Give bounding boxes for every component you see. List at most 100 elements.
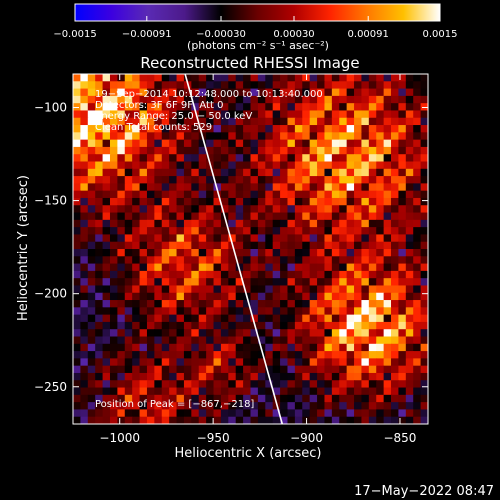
heatmap-cell <box>398 132 407 141</box>
heatmap-cell <box>339 372 348 381</box>
heatmap-cell <box>294 154 303 163</box>
heatmap-cell <box>198 358 207 367</box>
heatmap-cell <box>413 227 422 236</box>
heatmap-cell <box>87 314 96 323</box>
heatmap-cell <box>139 329 148 338</box>
heatmap-cell <box>302 365 311 374</box>
heatmap-cell <box>302 249 311 257</box>
heatmap-cell <box>302 81 311 90</box>
heatmap-cell <box>176 321 185 330</box>
heatmap-cell <box>413 416 422 424</box>
heatmap-cell <box>398 329 407 338</box>
heatmap-cell <box>420 205 428 214</box>
heatmap-cell <box>109 278 118 287</box>
heatmap-cell <box>331 154 340 163</box>
heatmap-cell <box>220 154 229 163</box>
heatmap-cell <box>228 365 237 374</box>
heatmap-cell <box>398 387 407 396</box>
heatmap-cell <box>109 380 118 389</box>
heatmap-cell <box>324 183 333 192</box>
heatmap-cell <box>346 117 355 126</box>
heatmap-cell <box>405 176 414 184</box>
heatmap-cell <box>124 183 133 192</box>
heatmap-cell <box>368 234 377 243</box>
heatmap-cell <box>235 139 244 148</box>
heatmap-cell <box>376 387 385 396</box>
heatmap-cell <box>80 219 89 228</box>
heatmap-cell <box>176 329 185 338</box>
heatmap-cell <box>95 219 104 228</box>
heatmap-cell <box>146 125 155 133</box>
heatmap-cell <box>124 409 133 418</box>
heatmap-cell <box>302 307 311 316</box>
heatmap-cell <box>161 394 170 403</box>
heatmap-cell <box>376 307 385 316</box>
heatmap-cell <box>391 154 400 163</box>
heatmap-cell <box>117 212 126 221</box>
heatmap-cell <box>95 321 104 330</box>
heatmap-cell <box>117 300 126 308</box>
heatmap-cell <box>287 241 296 250</box>
heatmap-cell <box>169 154 178 163</box>
heatmap-cell <box>339 300 348 308</box>
heatmap-cell <box>346 285 355 294</box>
heatmap-cell <box>117 365 126 374</box>
heatmap-cell <box>73 117 81 126</box>
heatmap-cell <box>420 321 428 330</box>
heatmap-cell <box>191 336 200 345</box>
heatmap-cell <box>265 234 274 243</box>
heatmap-cell <box>287 300 296 308</box>
heatmap-cell <box>398 168 407 177</box>
heatmap-cell <box>294 249 303 257</box>
heatmap-cell <box>354 321 363 330</box>
heatmap-cell <box>383 394 392 403</box>
heatmap-cell <box>420 365 428 374</box>
heatmap-cell <box>383 139 392 148</box>
heatmap-cell <box>206 110 215 119</box>
heatmap-cell <box>183 190 192 199</box>
heatmap-cell <box>87 336 96 345</box>
heatmap-cell <box>139 380 148 389</box>
heatmap-cell <box>265 351 274 359</box>
heatmap-cell <box>243 161 252 170</box>
heatmap-cell <box>228 183 237 192</box>
heatmap-cell <box>361 321 370 330</box>
heatmap-cell <box>87 190 96 199</box>
heatmap-cell <box>109 256 118 265</box>
heatmap-cell <box>272 154 281 163</box>
heatmap-cell <box>391 307 400 316</box>
heatmap-cell <box>317 205 326 214</box>
heatmap-cell <box>235 329 244 338</box>
heatmap-cell <box>183 358 192 367</box>
heatmap-cell <box>265 219 274 228</box>
heatmap-cell <box>346 402 355 411</box>
heatmap-cell <box>220 103 229 112</box>
heatmap-cell <box>405 190 414 199</box>
heatmap-cell <box>198 409 207 418</box>
heatmap-cell <box>331 278 340 287</box>
heatmap-cell <box>213 95 222 104</box>
heatmap-cell <box>287 212 296 221</box>
heatmap-cell <box>413 190 422 199</box>
heatmap-cell <box>161 365 170 374</box>
heatmap-cell <box>235 81 244 90</box>
heatmap-cell <box>317 380 326 389</box>
heatmap-cell <box>302 336 311 345</box>
heatmap-cell <box>302 103 311 112</box>
heatmap-cell <box>405 256 414 265</box>
heatmap-cell <box>243 372 252 381</box>
heatmap-cell <box>368 103 377 112</box>
heatmap-cell <box>169 336 178 345</box>
heatmap-cell <box>102 285 111 294</box>
heatmap-cell <box>73 95 81 104</box>
heatmap-cell <box>368 372 377 381</box>
heatmap-cell <box>324 132 333 141</box>
heatmap-cell <box>413 314 422 323</box>
heatmap-cell <box>272 336 281 345</box>
heatmap-cell <box>183 329 192 338</box>
heatmap-cell <box>191 219 200 228</box>
heatmap-cell <box>191 292 200 301</box>
heatmap-cell <box>331 146 340 155</box>
heatmap-cell <box>220 343 229 352</box>
heatmap-cell <box>73 409 81 418</box>
